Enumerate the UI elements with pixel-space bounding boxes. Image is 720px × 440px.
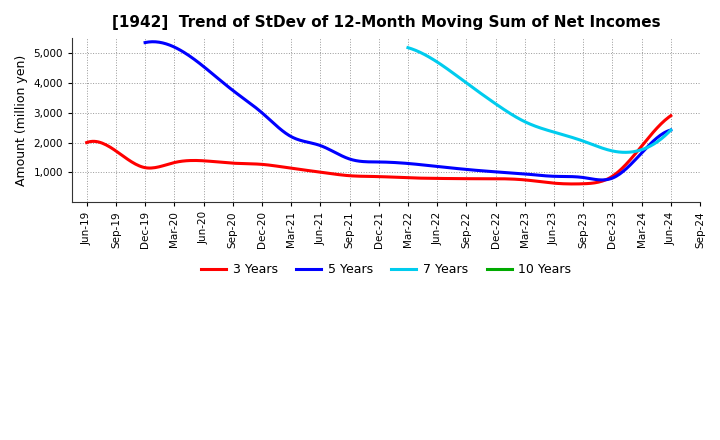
- 5 Years: [456, 166, 464, 172]
- 7 Years: [621, 150, 629, 155]
- 7 Years: [667, 128, 675, 133]
- 7 Years: [643, 145, 652, 150]
- 3 Years: [430, 176, 438, 181]
- 5 Years: [143, 40, 151, 45]
- 3 Years: [577, 181, 585, 187]
- Title: [1942]  Trend of StDev of 12-Month Moving Sum of Net Incomes: [1942] Trend of StDev of 12-Month Moving…: [112, 15, 660, 30]
- 7 Years: [560, 132, 569, 138]
- 5 Years: [585, 176, 594, 181]
- 5 Years: [454, 166, 462, 171]
- Y-axis label: Amount (million yen): Amount (million yen): [15, 55, 28, 186]
- 5 Years: [621, 167, 629, 172]
- 3 Years: [82, 140, 91, 145]
- 3 Years: [613, 169, 622, 175]
- 7 Years: [564, 134, 573, 139]
- Line: 3 Years: 3 Years: [86, 116, 671, 184]
- 3 Years: [667, 113, 675, 118]
- 3 Years: [440, 176, 449, 181]
- 7 Years: [405, 45, 413, 51]
- 5 Years: [148, 39, 156, 44]
- 7 Years: [626, 150, 634, 155]
- 7 Years: [559, 132, 568, 138]
- Line: 5 Years: 5 Years: [145, 42, 671, 180]
- 5 Years: [141, 40, 150, 45]
- 3 Years: [84, 139, 93, 145]
- 5 Years: [598, 177, 606, 183]
- Line: 7 Years: 7 Years: [408, 48, 671, 152]
- Legend: 3 Years, 5 Years, 7 Years, 10 Years: 3 Years, 5 Years, 7 Years, 10 Years: [197, 258, 576, 282]
- 5 Years: [464, 167, 473, 172]
- 3 Years: [569, 181, 577, 187]
- 5 Years: [667, 128, 675, 133]
- 7 Years: [404, 45, 413, 50]
- 3 Years: [428, 176, 437, 181]
